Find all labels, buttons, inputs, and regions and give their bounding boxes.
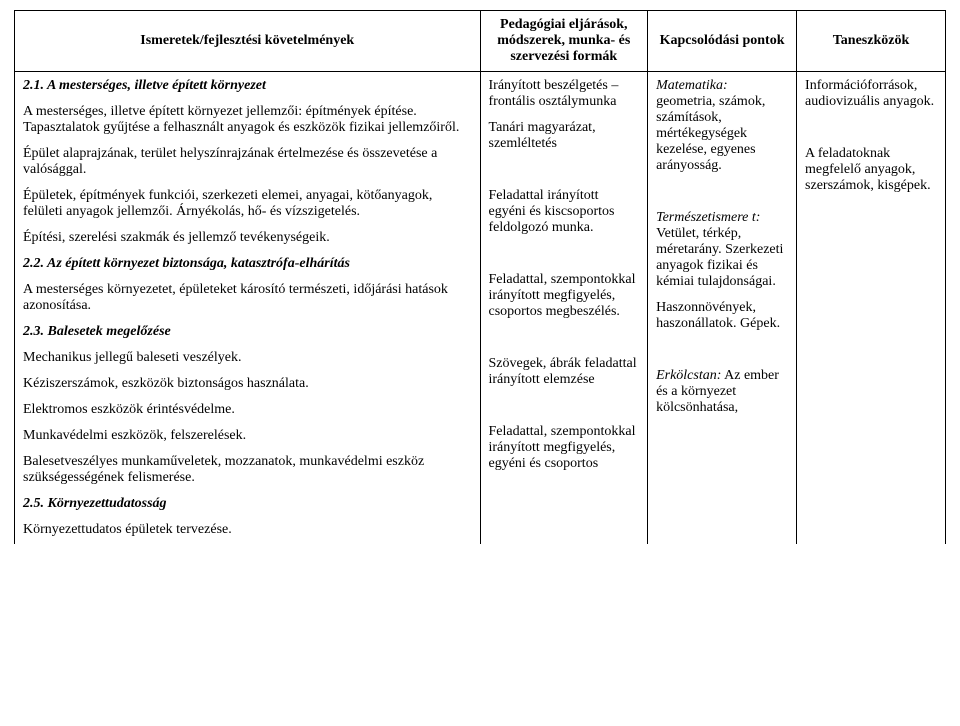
cell-tools: Információforrások, audiovizuális anyago…: [797, 72, 946, 545]
body-text: Matematika: geometria, számok, számításo…: [656, 78, 788, 174]
body-text: Munkavédelmi eszközök, felszerelések.: [23, 428, 472, 444]
body-text: Irányított beszélgetés – frontális osztá…: [489, 78, 640, 110]
header-col3: Kapcsolódási pontok: [648, 11, 797, 72]
body-text: Feladattal irányított egyéni és kiscsopo…: [489, 188, 640, 236]
cell-requirements: 2.1. A mesterséges, illetve épített körn…: [15, 72, 481, 545]
body-text: Építési, szerelési szakmák és jellemző t…: [23, 230, 472, 246]
body-text: Mechanikus jellegű baleseti veszélyek.: [23, 350, 472, 366]
section-heading-2-3: 2.3. Balesetek megelőzése: [23, 324, 171, 339]
body-text: Kéziszerszámok, eszközök biztonságos has…: [23, 376, 472, 392]
subject-label: Erkölcstan:: [656, 368, 721, 383]
subject-body: Vetület, térkép, méretarány. Szerkezeti …: [656, 226, 783, 289]
table-header-row: Ismeretek/fejlesztési követelmények Peda…: [15, 11, 946, 72]
table-row: 2.1. A mesterséges, illetve épített körn…: [15, 72, 946, 545]
body-text: Környezettudatos épületek tervezése.: [23, 522, 472, 538]
body-text: Épületek, építmények funkciói, szerkezet…: [23, 188, 472, 220]
body-text: Tanári magyarázat, szemléltetés: [489, 120, 640, 152]
subject-label: Matematika:: [656, 78, 728, 93]
cell-links: Matematika: geometria, számok, számításo…: [648, 72, 797, 545]
subject-body: geometria, számok, számítások, mértékegy…: [656, 94, 765, 173]
subject-label: Természetismere t:: [656, 210, 760, 225]
header-col1: Ismeretek/fejlesztési követelmények: [15, 11, 481, 72]
body-text: A feladatoknak megfelelő anyagok, szersz…: [805, 146, 937, 194]
body-text: Balesetveszélyes munkaműveletek, mozzana…: [23, 454, 472, 486]
body-text: Épület alaprajzának, terület helyszínraj…: [23, 146, 472, 178]
body-text: Információforrások, audiovizuális anyago…: [805, 78, 937, 110]
curriculum-table: Ismeretek/fejlesztési követelmények Peda…: [14, 10, 946, 544]
cell-methods: Irányított beszélgetés – frontális osztá…: [480, 72, 648, 545]
section-heading-2-5: 2.5. Környezettudatosság: [23, 496, 167, 511]
body-text: A mesterséges környezetet, épületeket ká…: [23, 282, 472, 314]
section-heading-2-1: 2.1. A mesterséges, illetve épített körn…: [23, 78, 266, 93]
body-text: Haszonnövények, haszonállatok. Gépek.: [656, 300, 788, 332]
body-text: Természetismere t: Vetület, térkép, mére…: [656, 210, 788, 290]
header-col4: Taneszközök: [797, 11, 946, 72]
body-text: Elektromos eszközök érintésvédelme.: [23, 402, 472, 418]
body-text: Feladattal, szempontokkal irányított meg…: [489, 424, 640, 472]
body-text: Feladattal, szempontokkal irányított meg…: [489, 272, 640, 320]
header-col2: Pedagógiai eljárások, módszerek, munka- …: [480, 11, 648, 72]
body-text: Szövegek, ábrák feladattal irányított el…: [489, 356, 640, 388]
body-text: A mesterséges, illetve épített környezet…: [23, 104, 472, 136]
body-text: Erkölcstan: Az ember és a környezet kölc…: [656, 368, 788, 416]
section-heading-2-2: 2.2. Az épített környezet biztonsága, ka…: [23, 256, 350, 271]
